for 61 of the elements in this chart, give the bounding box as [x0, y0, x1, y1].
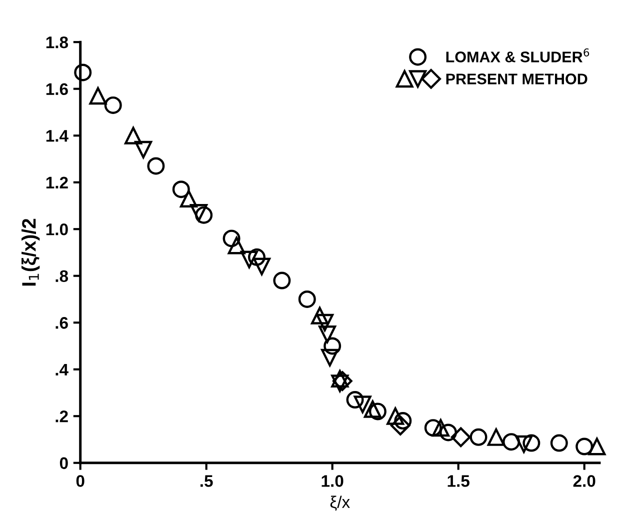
- y-tick-label: 1.2: [46, 176, 68, 188]
- point: [576, 438, 594, 456]
- point: [324, 337, 342, 355]
- x-axis-title: ξ/x: [330, 496, 350, 511]
- x-tick-label: 1.0: [322, 475, 344, 487]
- x-tick-label: .5: [200, 475, 213, 487]
- point: [515, 435, 533, 453]
- y-tick-label: 1.0: [46, 224, 68, 236]
- point: [172, 180, 190, 198]
- x-tick-label: 0: [76, 475, 84, 487]
- point: [228, 236, 246, 254]
- point: [386, 407, 404, 425]
- point: [321, 348, 339, 366]
- point: [368, 402, 386, 420]
- point: [364, 400, 382, 418]
- point: [450, 427, 471, 448]
- y-tick-label: 1.4: [46, 130, 68, 142]
- point: [394, 412, 412, 430]
- point: [318, 326, 336, 344]
- point: [253, 258, 271, 276]
- y-tick-label: .2: [56, 410, 68, 422]
- y-tick-label: 0: [60, 457, 68, 470]
- point: [316, 314, 334, 332]
- point: [487, 428, 505, 446]
- x-tick-label: 2.0: [573, 475, 596, 487]
- point: [310, 306, 328, 324]
- y-tick-label: .4: [56, 364, 68, 376]
- point: [390, 416, 410, 436]
- point: [134, 140, 152, 158]
- point: [470, 428, 488, 446]
- point: [440, 424, 458, 442]
- point: [588, 438, 606, 456]
- point: [195, 206, 213, 224]
- point: [124, 126, 142, 144]
- point: [332, 371, 352, 392]
- point: [298, 290, 316, 308]
- point: [346, 391, 364, 409]
- point: [273, 272, 291, 290]
- point: [190, 204, 208, 222]
- point: [89, 87, 107, 105]
- point: [147, 157, 165, 175]
- point: [550, 434, 568, 452]
- y-tick-label: .6: [56, 317, 68, 329]
- point: [432, 419, 450, 437]
- y-tick-label: 1.6: [46, 83, 68, 96]
- point: [502, 433, 520, 451]
- legend-label: LOMAX & SLUDER$^{6}$: [446, 48, 590, 62]
- point: [222, 230, 240, 248]
- y-tick-label: 1.8: [46, 36, 68, 48]
- point: [248, 248, 266, 266]
- legend-label: PRESENT METHOD: [446, 74, 588, 84]
- point: [104, 96, 122, 114]
- point: [180, 190, 198, 208]
- point: [240, 250, 258, 268]
- point: [522, 434, 540, 452]
- x-tick-label: 1.5: [448, 475, 470, 487]
- y-axis-title: I$_{1}$(ξ/x)/2: [22, 218, 40, 286]
- y-tick-label: .8: [56, 270, 68, 282]
- point: [74, 64, 92, 82]
- point: [424, 419, 442, 437]
- point: [354, 396, 372, 414]
